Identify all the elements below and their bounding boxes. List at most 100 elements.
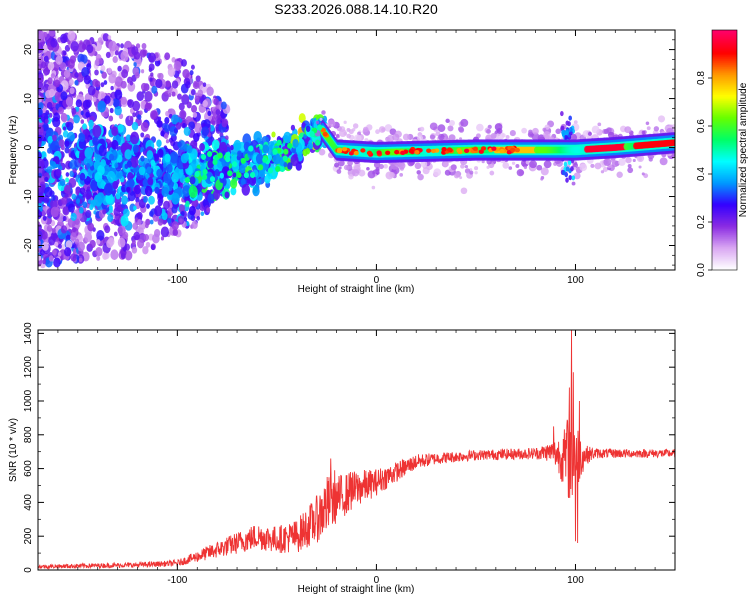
heatmap-cell — [211, 139, 220, 151]
heatmap-cell — [275, 165, 281, 172]
heatmap-cell — [142, 246, 149, 255]
heatmap-cell — [523, 165, 528, 170]
heatmap-cell — [511, 161, 516, 165]
heatmap-cell — [186, 145, 193, 154]
heatmap-cell — [213, 98, 219, 106]
heatmap-cell — [397, 162, 406, 170]
heatmap-cell — [42, 206, 46, 211]
y-tick-label-spec-10: 10 — [23, 93, 34, 105]
colorbar-step — [712, 124, 737, 127]
heatmap-cell — [58, 106, 64, 115]
heatmap-cell — [571, 181, 576, 186]
y-tick-label-snr-600: 600 — [23, 460, 34, 477]
heatmap-cell — [496, 127, 503, 134]
heatmap-cell — [76, 198, 81, 204]
heatmap-cell — [132, 100, 141, 112]
colorbar-step — [712, 92, 737, 95]
colorbar-step — [712, 230, 737, 233]
heatmap-cell — [38, 255, 42, 261]
heatmap-cell — [60, 225, 68, 234]
heatmap-cell — [117, 225, 126, 236]
colorbar-step — [712, 114, 737, 117]
heatmap-cell — [38, 41, 41, 50]
heatmap-cell — [564, 134, 568, 141]
colorbar-step — [712, 116, 737, 119]
heatmap-cell — [402, 133, 410, 141]
heatmap-cell — [417, 173, 424, 181]
heatmap-cell — [51, 227, 56, 234]
heatmap-cell — [287, 142, 293, 149]
heatmap-cell — [239, 164, 246, 174]
colorbar-step — [712, 44, 737, 47]
colorbar-step — [712, 220, 737, 223]
y-tick-label-snr-800: 800 — [23, 426, 34, 443]
colorbar-step — [712, 106, 737, 109]
heatmap-cell — [114, 202, 119, 208]
heatmap-cell — [141, 43, 147, 50]
heatmap-cell — [102, 252, 108, 260]
heatmap-cell — [627, 164, 632, 168]
heatmap-cell — [55, 168, 62, 177]
heatmap-cell — [61, 196, 68, 205]
heatmap-cell — [50, 38, 58, 48]
heatmap-cell — [360, 148, 366, 153]
heatmap-cell — [459, 176, 463, 180]
heatmap-cell — [150, 244, 156, 251]
heatmap-cell — [219, 172, 224, 179]
heatmap-cell — [420, 160, 428, 168]
heatmap-cell — [38, 151, 42, 161]
heatmap-cell — [109, 107, 114, 114]
colorbar-step — [712, 228, 737, 231]
colorbar-step — [712, 54, 737, 57]
heatmap-cell — [215, 109, 221, 116]
heatmap-cell — [385, 150, 391, 155]
colorbar-step — [712, 64, 737, 67]
heatmap-cell — [96, 255, 101, 261]
heatmap-cell — [602, 166, 608, 172]
colorbar-step — [712, 90, 737, 93]
colorbar-step — [712, 110, 737, 113]
colorbar-step — [712, 202, 737, 205]
colorbar-step — [712, 232, 737, 235]
heatmap-cell — [560, 125, 565, 131]
heatmap-cell — [41, 241, 49, 251]
heatmap-cell — [400, 150, 406, 156]
heatmap-cell — [63, 69, 71, 78]
heatmap-cell — [272, 148, 278, 155]
heatmap-cell — [182, 68, 190, 79]
heatmap-cell — [140, 82, 148, 92]
colorbar-step — [712, 190, 737, 193]
heatmap-cell — [339, 129, 347, 137]
colorbar-step — [712, 58, 737, 61]
heatmap-cell — [44, 186, 53, 198]
heatmap-cell — [301, 122, 306, 128]
heatmap-cell — [124, 163, 129, 170]
heatmap-cell — [276, 139, 282, 146]
heatmap-cell — [165, 80, 171, 88]
heatmap-cell — [102, 209, 107, 215]
heatmap-cell — [188, 205, 196, 216]
colorbar-step — [712, 98, 737, 101]
heatmap-cell — [86, 44, 94, 54]
heatmap-cell — [130, 156, 139, 168]
heatmap-cell — [117, 124, 124, 133]
heatmap-cell — [42, 259, 47, 265]
heatmap-cell — [438, 133, 445, 141]
x-tick-label-spec-100: 100 — [567, 275, 584, 286]
heatmap-cell — [84, 189, 92, 200]
heatmap-cell — [202, 100, 208, 108]
heatmap-cell — [196, 215, 201, 221]
heatmap-cell — [543, 160, 552, 169]
heatmap-cell — [231, 161, 238, 168]
heatmap-cell — [255, 176, 262, 186]
heatmap-cell — [375, 167, 380, 172]
heatmap-cell — [190, 64, 195, 70]
heatmap-cell — [167, 66, 176, 77]
heatmap-cell — [67, 40, 71, 45]
colorbar-step — [712, 62, 737, 65]
heatmap-cell — [133, 62, 137, 67]
heatmap-cell — [335, 134, 340, 139]
heatmap-cell — [79, 40, 83, 45]
heatmap-cell — [499, 148, 505, 154]
